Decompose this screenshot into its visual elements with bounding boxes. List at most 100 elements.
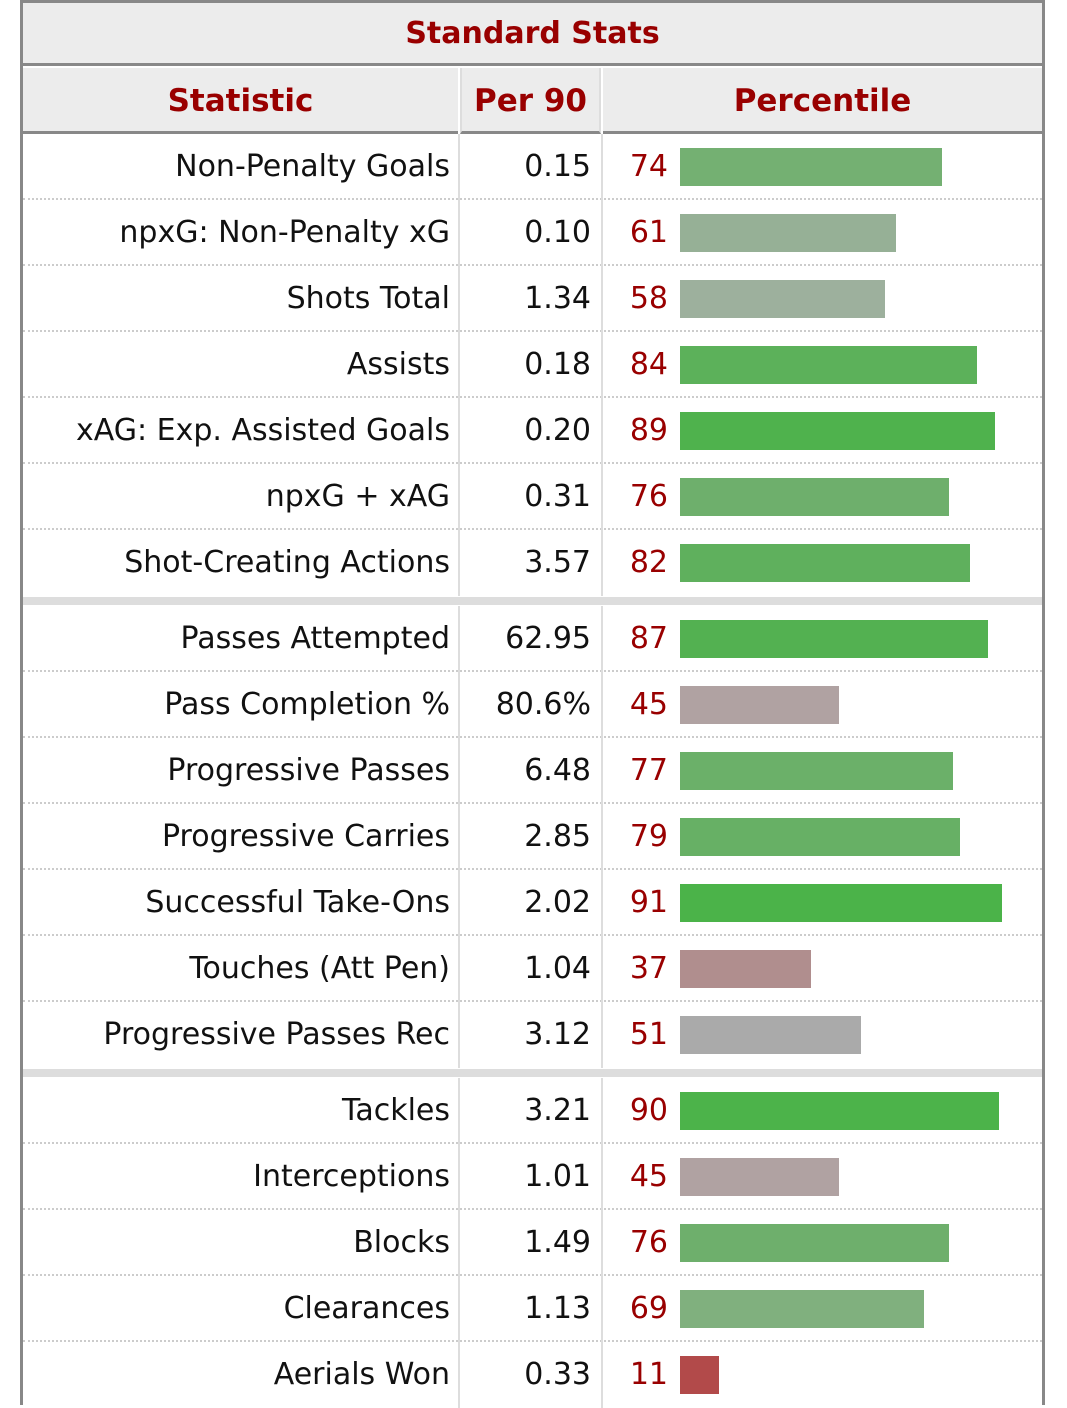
row-divider — [23, 934, 1042, 936]
statistic-name: Non-Penalty Goals — [175, 149, 450, 184]
percentile-value: 87 — [629, 621, 668, 656]
per90-value: 80.6% — [495, 687, 591, 722]
percentile-value: 89 — [629, 413, 668, 448]
percentile-bar — [680, 478, 950, 516]
percentile-value: 91 — [629, 885, 668, 920]
percentile-bar — [680, 620, 988, 658]
row-divider — [23, 462, 1042, 464]
percentile-bar — [680, 214, 896, 252]
percentile-bar — [680, 818, 960, 856]
statistic-name: Passes Attempted — [180, 621, 450, 656]
percentile-value: 61 — [629, 215, 668, 250]
percentile-value: 11 — [629, 1357, 668, 1392]
statistic-name: Shots Total — [286, 281, 450, 316]
column-divider — [458, 134, 460, 596]
per90-value: 1.04 — [524, 951, 591, 986]
percentile-bar — [680, 1092, 999, 1130]
percentile-value: 76 — [629, 479, 668, 514]
per90-value: 62.95 — [505, 621, 591, 656]
row-divider — [23, 198, 1042, 200]
column-header: Statistic — [23, 68, 458, 134]
percentile-value: 45 — [629, 687, 668, 722]
percentile-bar — [680, 752, 953, 790]
percentile-bar — [680, 544, 971, 582]
statistic-name: Clearances — [283, 1291, 450, 1326]
statistic-name: Aerials Won — [273, 1357, 450, 1392]
statistic-name: Shot-Creating Actions — [124, 545, 450, 580]
percentile-value: 45 — [629, 1159, 668, 1194]
percentile-bar — [680, 950, 811, 988]
per90-value: 2.85 — [524, 819, 591, 854]
statistic-name: Touches (Att Pen) — [189, 951, 450, 986]
percentile-value: 58 — [629, 281, 668, 316]
per90-value: 0.20 — [524, 413, 591, 448]
row-divider — [23, 1340, 1042, 1342]
statistic-name: Tackles — [341, 1093, 450, 1128]
statistic-name: Blocks — [353, 1225, 450, 1260]
per90-value: 3.57 — [524, 545, 591, 580]
percentile-value: 74 — [629, 149, 668, 184]
column-divider — [601, 606, 603, 1068]
row-divider — [23, 736, 1042, 738]
statistic-name: Interceptions — [253, 1159, 450, 1194]
column-divider — [601, 1078, 603, 1408]
percentile-bar — [680, 1356, 719, 1394]
percentile-value: 76 — [629, 1225, 668, 1260]
per90-value: 6.48 — [524, 753, 591, 788]
per90-value: 0.15 — [524, 149, 591, 184]
column-divider — [458, 606, 460, 1068]
per90-value: 1.13 — [524, 1291, 591, 1326]
percentile-bar — [680, 686, 840, 724]
statistic-name: Successful Take-Ons — [145, 885, 450, 920]
statistic-name: npxG: Non-Penalty xG — [119, 215, 450, 250]
percentile-value: 82 — [629, 545, 668, 580]
statistic-name: Progressive Carries — [161, 819, 450, 854]
row-divider — [23, 868, 1042, 870]
row-divider — [23, 802, 1042, 804]
percentile-value: 79 — [629, 819, 668, 854]
percentile-value: 77 — [629, 753, 668, 788]
row-divider — [23, 1274, 1042, 1276]
percentile-value: 51 — [629, 1017, 668, 1052]
percentile-bar — [680, 1016, 861, 1054]
row-divider — [23, 330, 1042, 332]
statistic-name: Assists — [346, 347, 450, 382]
statistic-name: npxG + xAG — [265, 479, 450, 514]
per90-value: 3.12 — [524, 1017, 591, 1052]
row-divider — [23, 1142, 1042, 1144]
percentile-bar — [680, 412, 996, 450]
column-header: Per 90 — [460, 68, 601, 134]
row-divider — [23, 1000, 1042, 1002]
per90-value: 3.21 — [524, 1093, 591, 1128]
percentile-bar — [680, 346, 978, 384]
percentile-bar — [680, 1224, 950, 1262]
column-divider — [458, 1078, 460, 1408]
statistic-name: Progressive Passes — [167, 753, 450, 788]
per90-value: 1.34 — [524, 281, 591, 316]
per90-value: 2.02 — [524, 885, 591, 920]
table-title: Standard Stats — [23, 0, 1042, 66]
group-separator — [23, 1069, 1042, 1077]
percentile-value: 84 — [629, 347, 668, 382]
percentile-bar — [680, 148, 942, 186]
per90-value: 0.33 — [524, 1357, 591, 1392]
percentile-value: 69 — [629, 1291, 668, 1326]
statistic-name: Pass Completion % — [164, 687, 450, 722]
stats-table: Standard Stats Statistic Per 90 Percenti… — [20, 0, 1045, 1408]
row-divider — [23, 670, 1042, 672]
row-divider — [23, 264, 1042, 266]
per90-value: 1.01 — [524, 1159, 591, 1194]
per90-value: 1.49 — [524, 1225, 591, 1260]
row-divider — [23, 1208, 1042, 1210]
column-divider — [601, 134, 603, 596]
row-divider — [23, 396, 1042, 398]
per90-value: 0.18 — [524, 347, 591, 382]
percentile-bar — [680, 280, 886, 318]
group-separator — [23, 597, 1042, 605]
per90-value: 0.31 — [524, 479, 591, 514]
percentile-bar — [680, 884, 1003, 922]
row-divider — [23, 528, 1042, 530]
percentile-bar — [680, 1290, 925, 1328]
column-header: Percentile — [603, 68, 1042, 134]
